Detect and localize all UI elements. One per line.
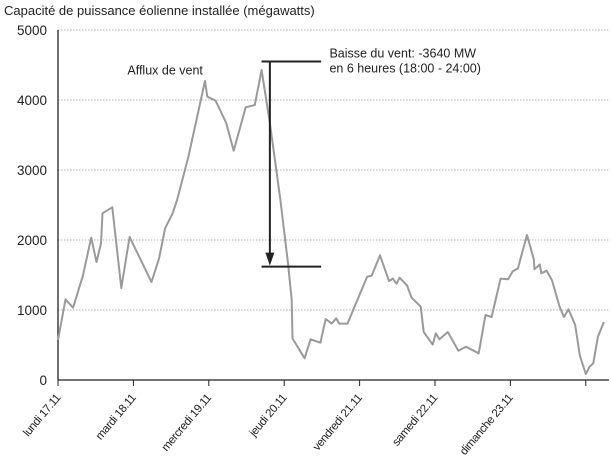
annotation-baisse-line2: en 6 heures (18:00 - 24:00): [329, 62, 481, 76]
x-tick-label: vendredi 21.11: [311, 392, 365, 453]
chart-title: Capacité de puissance éolienne installée…: [4, 3, 315, 18]
arrow-down-icon: [265, 253, 274, 266]
x-tick-label: mercredi 19.11: [160, 392, 214, 454]
y-tick-label: 4000: [17, 93, 47, 108]
x-tick-label: jeudi 20.11: [247, 392, 290, 440]
series-line: [58, 70, 604, 374]
y-tick-label: 3000: [17, 163, 47, 178]
y-tick-label: 0: [39, 373, 47, 388]
y-tick-label: 1000: [17, 303, 47, 318]
annotation-afflux: Afflux de vent: [127, 64, 203, 78]
x-tick-label: dimanche 23.11: [458, 392, 516, 457]
annotation-baisse-line1: Baisse du vent: -3640 MW: [329, 47, 476, 61]
y-tick-label: 5000: [17, 23, 47, 38]
x-tick-label: samedi 22.11: [390, 392, 440, 448]
x-tick-label: lundi 17.11: [21, 392, 63, 439]
x-tick-label: mardi 18.11: [94, 392, 139, 442]
y-tick-label: 2000: [17, 233, 47, 248]
